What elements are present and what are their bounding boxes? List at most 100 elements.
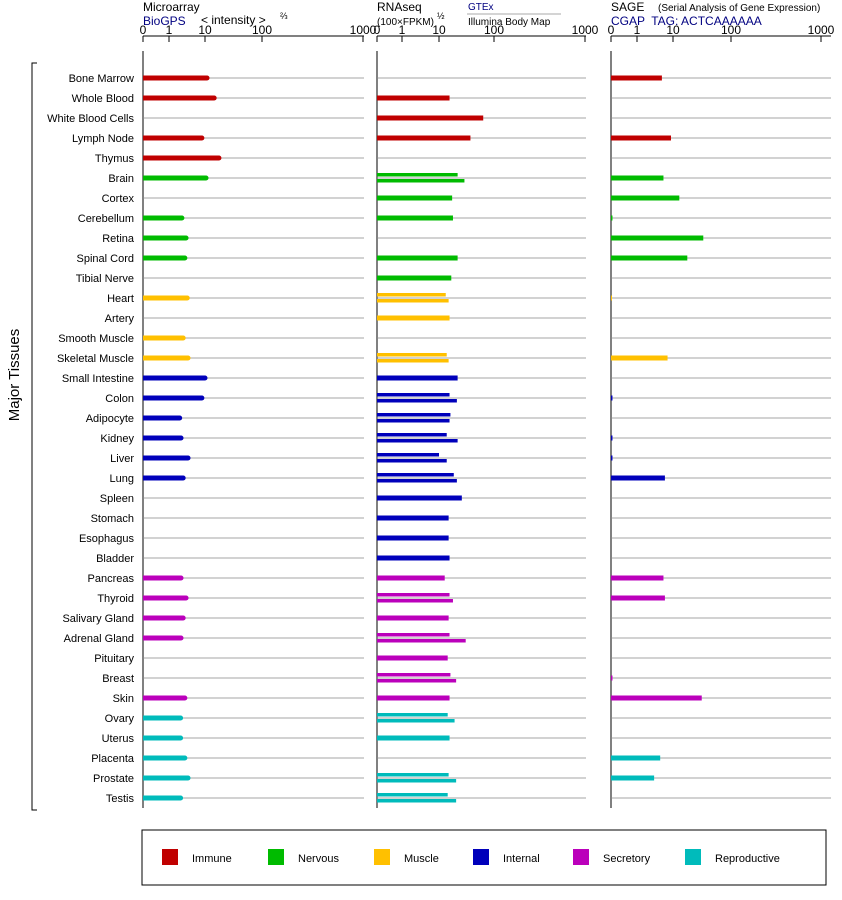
y-axis-title: Major Tissues: [6, 329, 23, 422]
bar-end: [199, 395, 205, 401]
bar: [611, 235, 704, 241]
x-tick-label: 1: [634, 23, 641, 37]
legend-swatch: [268, 849, 284, 865]
tissue-label: Thymus: [95, 153, 135, 165]
bar: [377, 135, 471, 141]
bar: [143, 295, 188, 301]
bar: [143, 435, 182, 441]
bar: [377, 695, 450, 701]
bar: [377, 593, 450, 597]
bar: [611, 135, 671, 141]
panel-rnaseq: 0 1 10 100 1000: [374, 23, 599, 808]
tissue-label: Spinal Cord: [77, 253, 134, 265]
x-tick-label: 1000: [808, 23, 835, 37]
bar: [377, 473, 454, 477]
x-tick-label: 100: [721, 23, 741, 37]
bar: [143, 155, 219, 161]
tissue-label: Pancreas: [88, 573, 135, 585]
bar: [611, 595, 665, 601]
tissue-label: Salivary Gland: [62, 613, 134, 625]
x-tick-label: 1000: [572, 23, 599, 37]
bar: [377, 453, 439, 457]
tissue-label: Artery: [105, 313, 135, 325]
bar: [377, 599, 453, 603]
bar: [143, 475, 184, 481]
tissue-label: Brain: [108, 173, 134, 185]
bar: [377, 359, 449, 363]
legend-swatch: [573, 849, 589, 865]
bar-end: [177, 415, 183, 421]
bar-end: [185, 355, 191, 361]
bar: [611, 295, 612, 301]
bar: [377, 353, 447, 357]
bar: [377, 315, 450, 321]
bar: [611, 175, 664, 181]
x-tick-label: 10: [432, 23, 446, 37]
x-tick-label: 0: [374, 23, 381, 37]
bar: [377, 95, 450, 101]
tissue-label: Pituitary: [94, 653, 134, 665]
bar: [377, 459, 447, 463]
tissue-label: White Blood Cells: [47, 113, 134, 125]
tissue-label: Adipocyte: [86, 413, 134, 425]
x-tick-label: 100: [484, 23, 504, 37]
bar: [143, 395, 202, 401]
bar: [143, 375, 205, 381]
bar: [377, 773, 449, 777]
bar: [377, 275, 452, 281]
bar: [143, 355, 189, 361]
bar: [611, 695, 702, 701]
bar: [377, 799, 457, 803]
legend-label: Internal: [503, 853, 540, 865]
bar-end: [180, 335, 186, 341]
bar: [143, 255, 185, 261]
tissue-label: Liver: [110, 453, 134, 465]
bar-end: [211, 95, 217, 101]
bar: [143, 335, 184, 341]
x-tick-label: 0: [608, 23, 615, 37]
bar: [611, 355, 668, 361]
bar: [377, 713, 448, 717]
bar: [611, 775, 655, 781]
bar: [143, 415, 180, 421]
bar-end: [216, 155, 222, 161]
bar: [377, 413, 451, 417]
tissue-labels: Bone Marrow Whole Blood White Blood Cells L…: [47, 73, 135, 805]
tissue-label: Cortex: [102, 193, 135, 205]
bar: [377, 655, 448, 661]
rnaseq-source-illumina: Illumina Body Map: [468, 17, 551, 28]
bar: [143, 135, 202, 141]
bar-end: [182, 255, 188, 261]
bar: [143, 235, 187, 241]
bar: [377, 255, 458, 261]
bar: [611, 475, 665, 481]
tissue-label: Lung: [110, 473, 134, 485]
legend-swatch: [685, 849, 701, 865]
bar-end: [178, 435, 184, 441]
bar: [143, 775, 189, 781]
tissue-label: Whole Blood: [72, 93, 134, 105]
bar: [611, 435, 613, 441]
bar: [377, 793, 448, 797]
bar-end: [178, 715, 184, 721]
bar: [143, 455, 189, 461]
rnaseq-source-gtex: GTEx: [468, 2, 494, 13]
bar: [377, 195, 453, 201]
bar: [377, 615, 449, 621]
bar: [143, 175, 207, 181]
bar-end: [183, 595, 189, 601]
tissue-label: Bladder: [96, 553, 134, 565]
bar: [143, 595, 187, 601]
microarray-exponent: ⅔: [280, 11, 288, 21]
x-tick-label: 10: [198, 23, 212, 37]
bar: [611, 75, 662, 81]
legend-label: Reproductive: [715, 853, 780, 865]
panel-sage: 0 1 10 100 1000: [608, 23, 835, 808]
bar: [143, 215, 182, 221]
tissue-label: Skin: [113, 693, 134, 705]
rnaseq-unit: (100×FPKM): [377, 17, 434, 28]
tissue-label: Skeletal Muscle: [57, 353, 134, 365]
bar-end: [180, 615, 186, 621]
bar-end: [183, 235, 189, 241]
